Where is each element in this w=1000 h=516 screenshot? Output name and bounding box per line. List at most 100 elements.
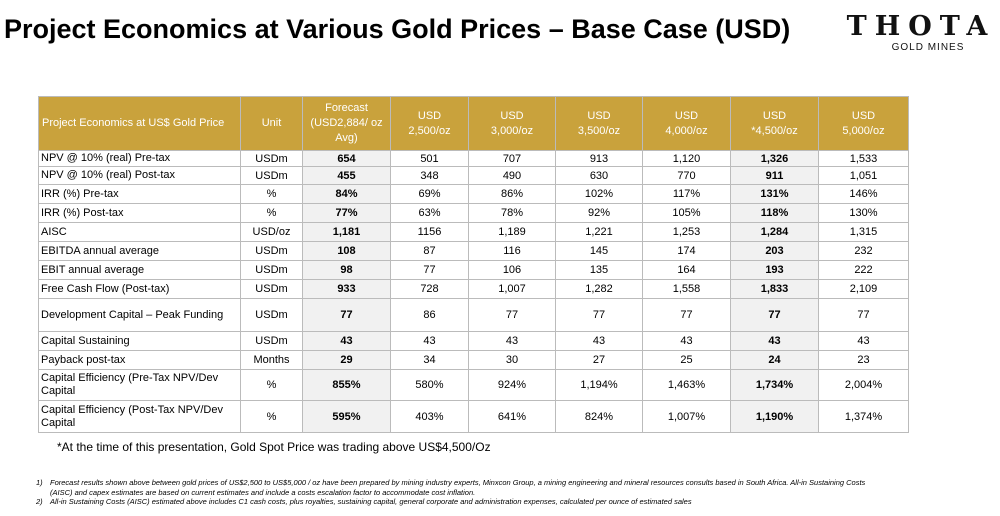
- cell: 595%: [302, 400, 391, 433]
- column-header: USD 3,500/oz: [555, 96, 643, 151]
- cell: USDm: [240, 150, 303, 167]
- row-label: IRR (%) Post-tax: [38, 203, 241, 223]
- cell: 1,734%: [730, 369, 819, 401]
- table-row: Capital Sustaining USDm 43 43 43 43 43 43 43: [38, 331, 909, 351]
- column-header: Forecast (USD2,884/ oz Avg): [302, 96, 391, 151]
- header-line: 4,000/oz: [665, 124, 708, 137]
- cell: 77: [468, 298, 556, 332]
- cell: 1156: [390, 222, 469, 242]
- cell: 1,326: [730, 150, 819, 167]
- column-header: USD 3,000/oz: [468, 96, 556, 151]
- cell: 77: [818, 298, 909, 332]
- table-row: NPV @ 10% (real) Pre-tax USDm 654 501 707 913…: [38, 150, 909, 167]
- cell: 1,007: [468, 279, 556, 299]
- cell: 92%: [555, 203, 643, 223]
- note: *At the time of this presentation, Gold …: [57, 440, 491, 454]
- cell: USDm: [240, 260, 303, 280]
- cell: 193: [730, 260, 819, 280]
- cell: 78%: [468, 203, 556, 223]
- cell: 1,189: [468, 222, 556, 242]
- cell: 106: [468, 260, 556, 280]
- cell: 501: [390, 150, 469, 167]
- header-line: USD: [762, 109, 787, 122]
- cell: 98: [302, 260, 391, 280]
- footnote-text: All-in Sustaining Costs (AISC) estimated…: [50, 497, 692, 506]
- header-line: Forecast: [325, 102, 368, 114]
- cell: 707: [468, 150, 556, 167]
- cell: 27: [555, 350, 643, 370]
- cell: 924%: [468, 369, 556, 401]
- cell: 43: [642, 331, 731, 351]
- cell: 116: [468, 241, 556, 261]
- row-label: Payback post-tax: [38, 350, 241, 370]
- cell: 105%: [642, 203, 731, 223]
- cell: 117%: [642, 184, 731, 204]
- footnote-text: Forecast results shown above between gol…: [50, 478, 866, 497]
- cell: 1,284: [730, 222, 819, 242]
- cell: 77: [642, 298, 731, 332]
- cell: 2,109: [818, 279, 909, 299]
- header-line: USD: [417, 109, 442, 122]
- column-header: USD 4,000/oz: [642, 96, 731, 151]
- cell: 1,221: [555, 222, 643, 242]
- cell: 25: [642, 350, 731, 370]
- row-label: Development Capital – Peak Funding: [38, 298, 241, 332]
- cell: USDm: [240, 166, 303, 185]
- cell: 43: [468, 331, 556, 351]
- cell: 1,007%: [642, 400, 731, 433]
- cell: 933: [302, 279, 391, 299]
- cell: 174: [642, 241, 731, 261]
- row-label: Capital Efficiency (Pre-Tax NPV/Dev Capi…: [38, 369, 241, 401]
- cell: 84%: [302, 184, 391, 204]
- cell: 135: [555, 260, 643, 280]
- cell: USDm: [240, 241, 303, 261]
- cell: %: [240, 369, 303, 401]
- cell: 63%: [390, 203, 469, 223]
- footnotes: 1) Forecast results shown above between g…: [36, 478, 876, 507]
- cell: 728: [390, 279, 469, 299]
- cell: 1,374%: [818, 400, 909, 433]
- cell: 77: [555, 298, 643, 332]
- header-line: USD: [587, 109, 611, 122]
- table-row: Capital Efficiency (Post-Tax NPV/Dev Cap…: [38, 400, 909, 433]
- cell: Months: [240, 350, 303, 370]
- cell: 77: [302, 298, 391, 332]
- header-line: 5,000/oz: [842, 124, 885, 137]
- cell: 1,051: [818, 166, 909, 185]
- cell: 43: [818, 331, 909, 351]
- cell: 2,004%: [818, 369, 909, 401]
- row-label: Free Cash Flow (Post-tax): [38, 279, 241, 299]
- cell: 43: [730, 331, 819, 351]
- cell: 43: [555, 331, 643, 351]
- cell: 145: [555, 241, 643, 261]
- cell: 630: [555, 166, 643, 185]
- header-line: USD: [674, 109, 699, 122]
- cell: %: [240, 184, 303, 204]
- row-label: Capital Sustaining: [38, 331, 241, 351]
- footnote: 2) All-in Sustaining Costs (AISC) estimat…: [36, 497, 876, 507]
- title: Project Economics at Various Gold Prices…: [4, 14, 791, 44]
- column-header: USD *4,500/oz: [730, 96, 819, 151]
- cell: 77%: [302, 203, 391, 223]
- table-row: IRR (%) Pre-tax% 84% 69% 86% 102% 117% 131% 146…: [38, 184, 909, 204]
- column-header: USD 5,000/oz: [818, 96, 909, 151]
- table-row: Payback post-tax Months 29 34 30 27 25 24 23: [38, 350, 909, 370]
- header-line: Avg): [335, 132, 358, 144]
- cell: 1,833: [730, 279, 819, 299]
- header-line: (USD2,884/ oz: [310, 117, 383, 129]
- cell: 770: [642, 166, 731, 185]
- cell: 1,253: [642, 222, 731, 242]
- economics-table: Project Economics at US$ Gold Price Unit F…: [38, 96, 909, 433]
- header-line: Unit: [261, 117, 282, 129]
- header-line: 2,500/oz: [408, 124, 451, 137]
- table-row: AISC USD/oz 1,181 1156 1,189 1,221 1,253 1,284 1…: [38, 222, 909, 242]
- table-row: EBIT annual average USDm 98 77 106 135 164 193 2…: [38, 260, 909, 280]
- column-header: Project Economics at US$ Gold Price: [38, 96, 241, 151]
- logo: THOTA GOLD MINES: [846, 12, 996, 54]
- row-label: NPV @ 10% (real) Post-tax: [38, 166, 241, 185]
- cell: 403%: [390, 400, 469, 433]
- cell: 30: [468, 350, 556, 370]
- row-label: Capital Efficiency (Post-Tax NPV/Dev Cap…: [38, 400, 241, 433]
- cell: 455: [302, 166, 391, 185]
- cell: 77: [730, 298, 819, 332]
